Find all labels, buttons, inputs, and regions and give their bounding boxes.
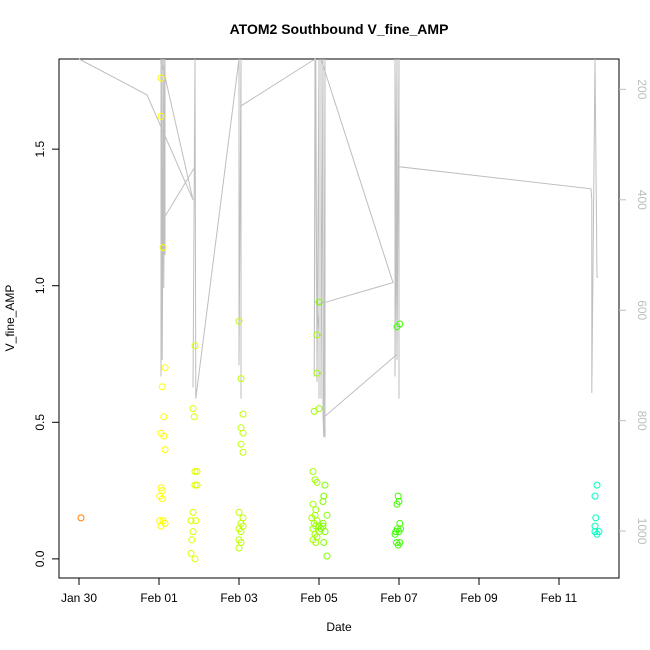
data-point xyxy=(158,383,166,391)
data-point xyxy=(235,317,243,325)
data-point xyxy=(160,432,168,440)
data-point xyxy=(313,369,321,377)
line-series-path xyxy=(78,58,599,438)
data-point xyxy=(157,74,165,82)
data-point xyxy=(323,552,331,560)
data-point xyxy=(313,478,321,486)
data-point xyxy=(187,517,195,525)
y-axis-label: V_fine_AMP xyxy=(3,285,17,352)
data-point xyxy=(187,549,195,557)
right-tick-label: 800 xyxy=(635,411,649,431)
data-point xyxy=(309,468,317,475)
data-point xyxy=(321,528,329,536)
data-point xyxy=(396,320,404,328)
data-point xyxy=(313,331,321,339)
right-tick-label: 400 xyxy=(635,190,649,210)
data-point xyxy=(237,528,245,536)
data-point xyxy=(188,536,196,544)
data-point xyxy=(235,508,243,516)
x-axis: Jan 30 Feb 01 Feb 03 Feb 05 Feb 07 Feb 09 Feb … xyxy=(61,578,578,605)
x-tick-label: Feb 09 xyxy=(460,591,498,605)
data-point xyxy=(191,342,199,350)
y-tick-label: 1.5 xyxy=(33,140,47,157)
data-point xyxy=(319,498,327,505)
data-point xyxy=(191,481,199,489)
data-point xyxy=(235,544,243,552)
data-point xyxy=(157,522,165,530)
data-point xyxy=(237,440,245,448)
right-tick-label: 600 xyxy=(635,300,649,320)
data-point xyxy=(190,413,198,421)
data-point xyxy=(592,514,600,522)
x-tick-label: Feb 03 xyxy=(220,591,258,605)
data-point xyxy=(393,500,401,508)
data-point xyxy=(396,539,404,546)
x-tick-label: Feb 07 xyxy=(380,591,418,605)
data-point xyxy=(191,555,199,563)
x-tick-label: Feb 11 xyxy=(541,591,578,605)
data-point xyxy=(189,405,197,413)
data-point xyxy=(158,495,166,503)
x-tick-label: Jan 30 xyxy=(61,591,97,605)
data-point xyxy=(237,375,245,383)
scatter-points-layer xyxy=(77,74,603,563)
plot-frame xyxy=(58,58,620,579)
y-axis: 0.0 0.5 1.0 1.5 xyxy=(33,140,59,567)
data-point xyxy=(591,528,599,536)
line-series-layer xyxy=(78,58,599,438)
y-tick-label: 1.0 xyxy=(33,277,47,294)
data-point xyxy=(192,517,200,525)
data-point xyxy=(239,410,247,418)
data-point xyxy=(593,481,601,489)
data-point xyxy=(323,511,331,519)
right-tick-label: 200 xyxy=(635,79,649,99)
data-point xyxy=(161,364,169,372)
data-point xyxy=(391,530,399,538)
data-point xyxy=(310,407,318,415)
data-point xyxy=(397,525,405,533)
right-axis: 200 400 600 800 1000 xyxy=(619,79,649,545)
data-point xyxy=(315,298,323,306)
data-point xyxy=(312,539,320,546)
data-point xyxy=(394,492,402,500)
data-point xyxy=(193,468,201,475)
x-tick-label: Feb 05 xyxy=(300,591,338,605)
y-tick-label: 0.0 xyxy=(33,550,47,567)
data-point xyxy=(161,446,169,454)
data-point xyxy=(159,244,167,251)
data-point xyxy=(309,500,317,508)
data-point xyxy=(160,413,168,421)
data-point xyxy=(189,508,197,516)
y-tick-label: 0.5 xyxy=(33,414,47,431)
data-point xyxy=(193,481,201,489)
data-point xyxy=(321,481,329,489)
x-axis-label: Date xyxy=(326,620,352,634)
data-point xyxy=(320,539,328,546)
data-point xyxy=(591,492,599,500)
right-tick-label: 1000 xyxy=(635,518,649,545)
data-point xyxy=(191,468,199,475)
data-point xyxy=(239,448,247,456)
x-tick-label: Feb 01 xyxy=(140,591,178,605)
data-point xyxy=(157,112,165,120)
data-point xyxy=(239,429,247,437)
chart-title: ATOM2 Southbound V_fine_AMP xyxy=(230,21,449,37)
data-point xyxy=(77,514,85,522)
data-point xyxy=(189,528,197,536)
data-point xyxy=(320,492,328,500)
